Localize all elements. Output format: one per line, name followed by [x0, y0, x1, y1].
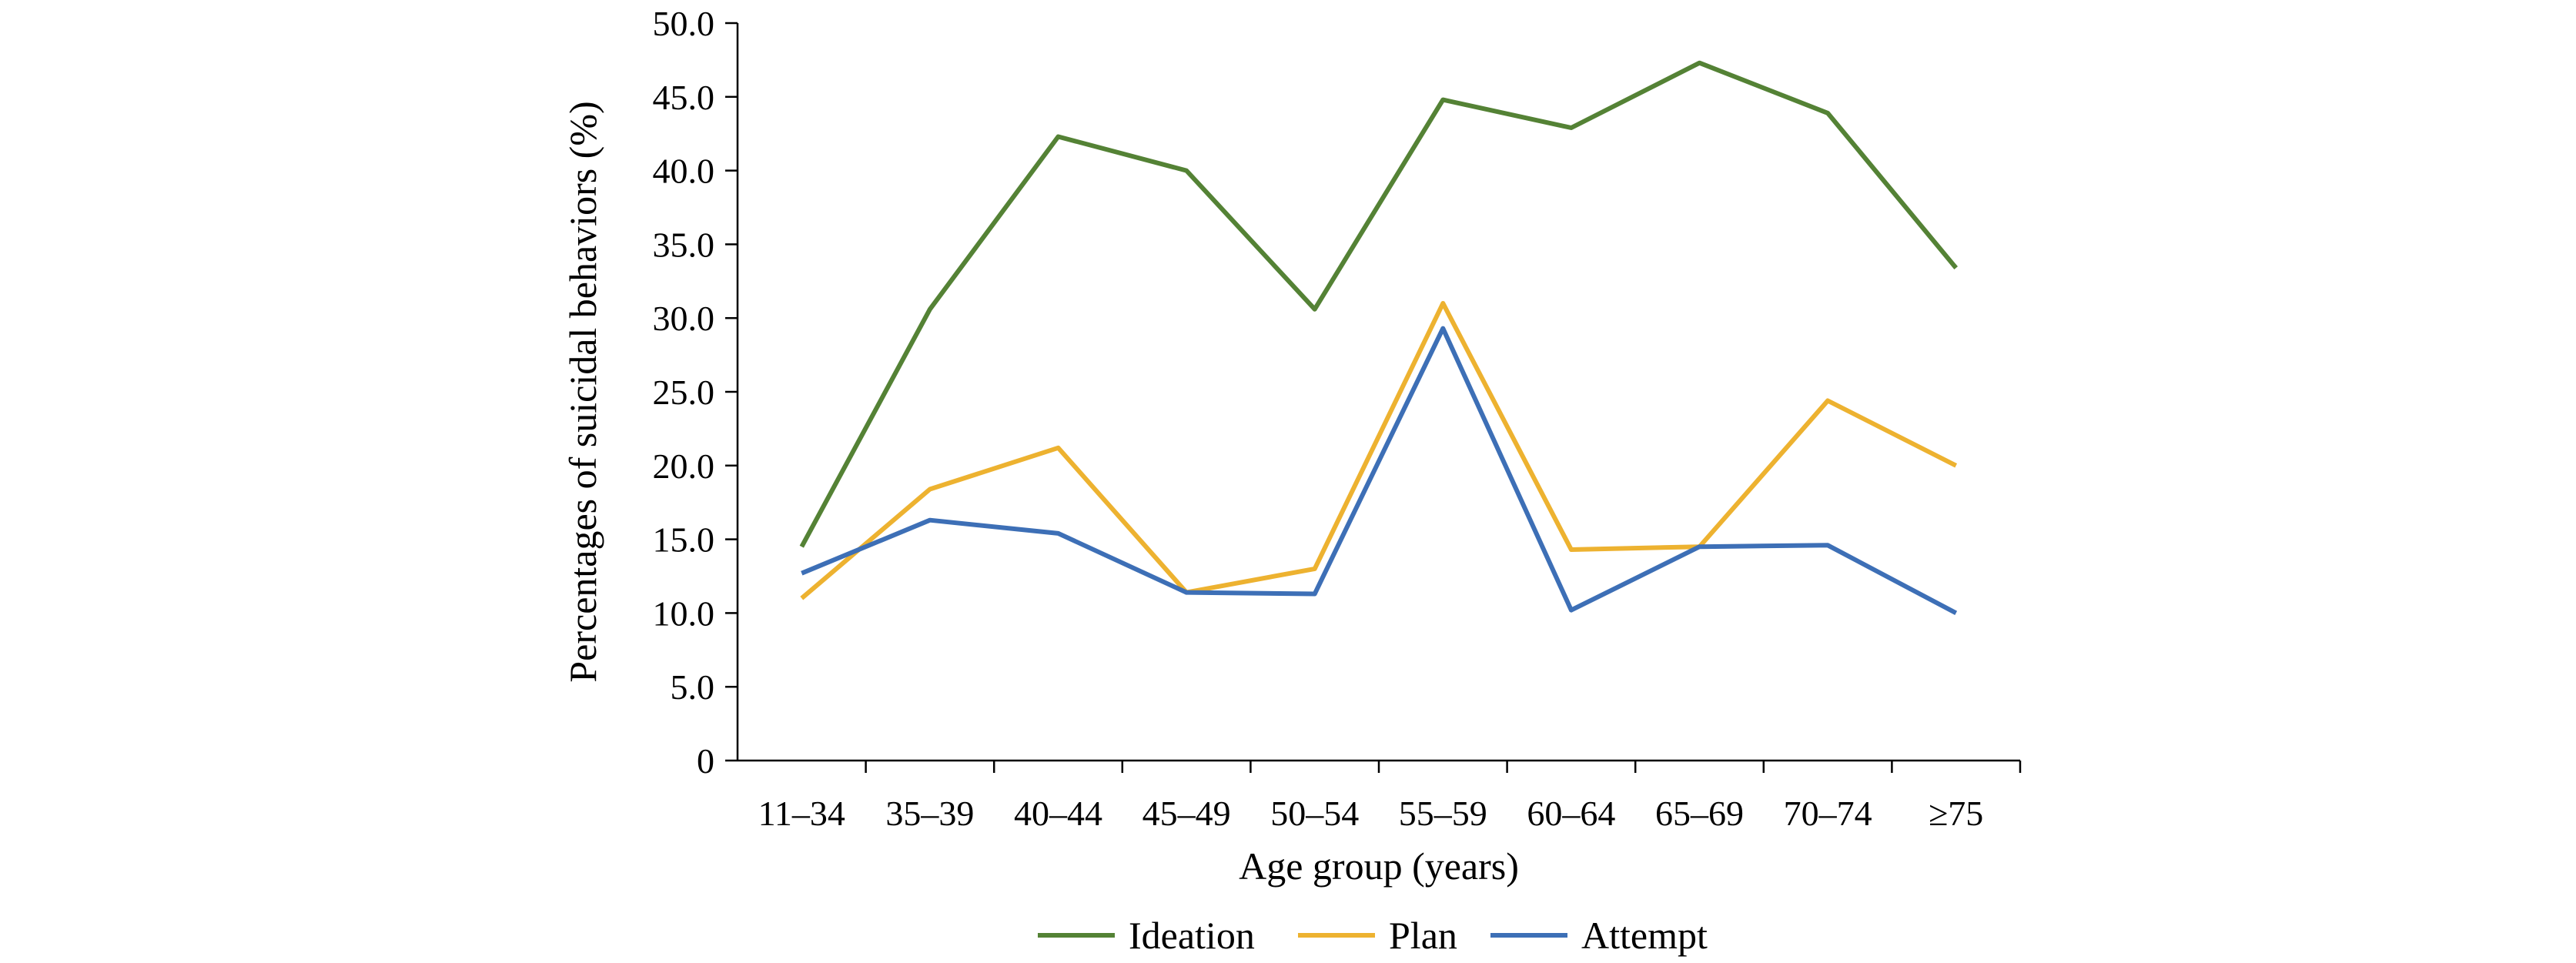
y-tick-label: 20.0	[653, 446, 715, 486]
x-tick-label: 35–39	[885, 794, 974, 833]
legend-label-attempt: Attempt	[1581, 914, 1708, 957]
y-tick-label: 45.0	[653, 78, 715, 117]
y-tick-label: 15.0	[653, 520, 715, 560]
x-tick-label: ≥75	[1929, 794, 1983, 833]
x-tick-label: 50–54	[1270, 794, 1359, 833]
x-axis-ticks: 11–34 35–39 40–44 45–49 50–54 55–59 60–64 65–69…	[758, 761, 2022, 833]
y-tick-label: 10.0	[653, 594, 715, 633]
series-lines	[799, 60, 1959, 616]
y-tick-label: 30.0	[653, 299, 715, 338]
y-axis-title: Percentages of suicidal behaviors (%)	[561, 101, 604, 682]
x-tick-label: 40–44	[1014, 794, 1102, 833]
legend-label-plan: Plan	[1389, 914, 1457, 957]
x-tick-label: 55–59	[1399, 794, 1487, 833]
y-tick-label: 25.0	[653, 373, 715, 412]
x-tick-label: 11–34	[758, 794, 845, 833]
legend-label-ideation: Ideation	[1129, 914, 1255, 957]
series-line-plan	[800, 301, 1958, 600]
x-tick-label: 45–49	[1142, 794, 1231, 833]
y-tick-label: 5.0	[671, 667, 715, 707]
x-tick-label: 60–64	[1527, 794, 1615, 833]
y-tick-label: 50.0	[653, 4, 715, 43]
series-line-ideation	[799, 60, 1959, 548]
x-tick-label: 70–74	[1784, 794, 1872, 833]
x-tick-label: 65–69	[1655, 794, 1744, 833]
y-tick-label: 35.0	[653, 225, 715, 264]
y-tick-label: 40.0	[653, 152, 715, 191]
y-axis-ticks: 0 5.0 10.0 15.0 20.0 25.0 30.0 35.0 40.0 45.0 50.0	[653, 4, 738, 781]
legend: Ideation Plan Attempt	[1038, 914, 1708, 957]
y-tick-label: 0	[697, 741, 714, 781]
series-line-attempt	[801, 326, 1958, 616]
x-axis-title: Age group (years)	[1239, 844, 1519, 888]
